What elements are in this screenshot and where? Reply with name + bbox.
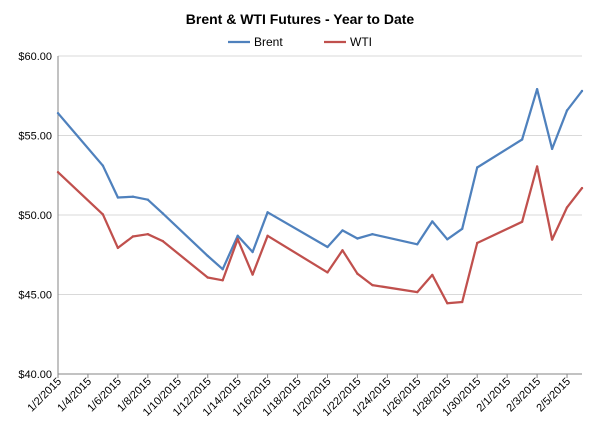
data-point-wti — [476, 241, 479, 245]
data-point-wti — [116, 246, 120, 250]
data-point-wti — [520, 220, 524, 223]
y-tick-label: $60.00 — [18, 51, 52, 63]
data-point-wti — [266, 234, 269, 237]
y-tick-label: $55.00 — [18, 131, 52, 143]
data-point-brent — [371, 233, 374, 236]
data-point-brent — [580, 89, 584, 93]
data-point-wti — [461, 300, 464, 304]
y-tick-label: $45.00 — [18, 290, 52, 302]
data-point-brent — [251, 250, 254, 254]
data-point-wti — [251, 273, 254, 276]
data-point-wti — [221, 279, 224, 282]
data-point-brent — [266, 211, 269, 214]
data-point-brent — [341, 229, 344, 232]
data-point-wti — [356, 272, 359, 275]
data-point-wti — [146, 233, 149, 236]
y-axis: $40.00 $45.00 $50.00 $55.00 $60.00 — [18, 51, 59, 381]
legend: Brent WTI — [228, 35, 372, 49]
data-point-wti — [161, 239, 164, 243]
data-point-brent — [236, 234, 239, 237]
data-point-brent — [221, 268, 224, 271]
gridlines — [58, 55, 582, 295]
data-point-brent — [461, 227, 464, 230]
data-point-wti — [206, 276, 209, 279]
data-point-brent — [356, 237, 359, 240]
series-line-wti — [57, 165, 583, 305]
legend-label-brent: Brent — [254, 35, 283, 49]
data-point-wti — [131, 235, 135, 238]
y-tick-label: $40.00 — [18, 369, 52, 381]
data-point-wti — [341, 249, 344, 252]
series-line-brent — [57, 88, 583, 271]
data-point-brent — [116, 196, 120, 199]
data-point-brent — [520, 138, 524, 141]
data-point-wti — [446, 302, 449, 305]
data-point-brent — [446, 238, 449, 241]
legend-label-wti: WTI — [350, 35, 372, 49]
data-point-brent — [431, 220, 434, 223]
data-point-brent — [416, 243, 419, 246]
data-point-wti — [416, 290, 419, 294]
y-tick-label: $50.00 — [18, 210, 52, 222]
data-point-brent — [146, 198, 149, 201]
data-point-brent — [476, 166, 479, 169]
data-point-wti — [550, 238, 554, 241]
data-point-wti — [56, 171, 60, 174]
data-point-wti — [535, 165, 539, 168]
data-point-brent — [206, 254, 209, 258]
data-point-wti — [431, 273, 434, 277]
data-point-brent — [535, 88, 539, 91]
data-point-wti — [371, 283, 374, 287]
x-axis: 1/2/20151/4/20151/6/20151/8/20151/10/201… — [25, 373, 582, 419]
data-point-brent — [56, 112, 60, 115]
data-point-brent — [326, 245, 329, 249]
data-point-wti — [101, 213, 105, 216]
data-point-brent — [161, 212, 164, 215]
data-point-wti — [565, 206, 569, 209]
data-point-wti — [580, 186, 584, 190]
data-point-wti — [326, 271, 329, 274]
chart-title: Brent & WTI Futures - Year to Date — [186, 11, 415, 27]
series-layer — [56, 88, 584, 305]
data-point-brent — [131, 195, 135, 198]
data-point-brent — [101, 164, 105, 167]
data-point-brent — [550, 147, 554, 151]
data-point-brent — [565, 109, 569, 112]
data-point-wti — [236, 238, 239, 241]
